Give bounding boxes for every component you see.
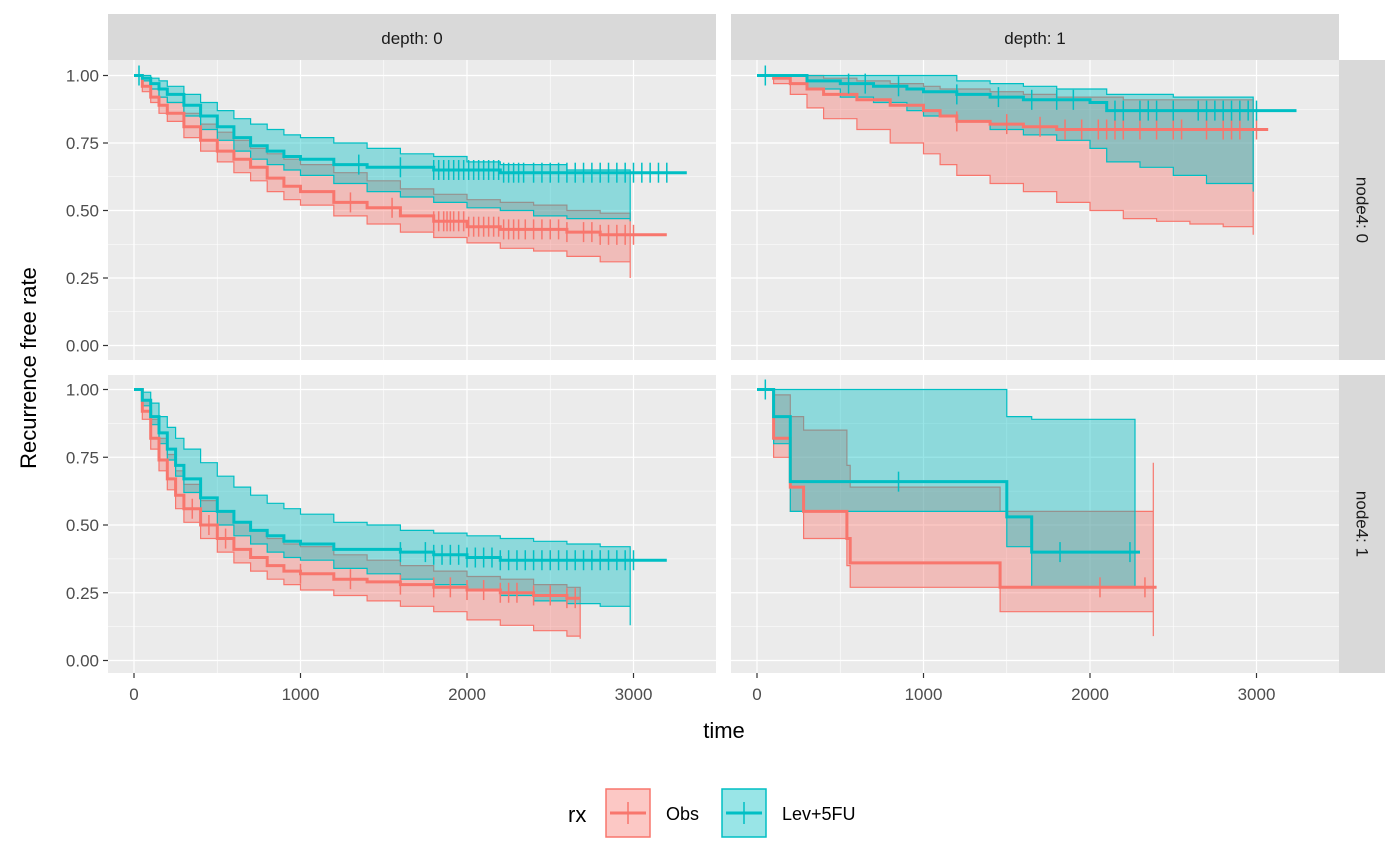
y-tick-label: 0.00 xyxy=(66,652,99,671)
facet-strips: depth: 0 depth: 1 node4: 0 node4: 1 xyxy=(108,14,1385,673)
ribbon-lev5fu xyxy=(134,388,631,626)
strip-label-col-1: depth: 1 xyxy=(1004,29,1065,48)
y-tick-label: 0.25 xyxy=(66,584,99,603)
strip-label-row-0: node4: 0 xyxy=(1353,177,1372,243)
ribbon-lev5fu xyxy=(757,74,1254,192)
x-tick-label: 2000 xyxy=(448,685,486,704)
strip-label-row-1: node4: 1 xyxy=(1353,491,1372,557)
panel-r0-c1 xyxy=(731,60,1339,360)
strip-row-0 xyxy=(1339,60,1385,360)
x-axis-title: time xyxy=(703,718,745,743)
survival-line-obs xyxy=(134,74,667,237)
x-tick-label: 3000 xyxy=(1238,685,1276,704)
survival-line-lev5fu xyxy=(757,388,1140,554)
y-tick-label: 0.50 xyxy=(66,202,99,221)
x-tick-label: 3000 xyxy=(615,685,653,704)
ribbon-obs xyxy=(757,74,1254,235)
x-tick-label: 1000 xyxy=(282,685,320,704)
y-tick-label: 0.00 xyxy=(66,337,99,356)
survival-line-obs xyxy=(757,74,1269,131)
y-tick-label: 0.75 xyxy=(66,134,99,153)
y-tick-label: 0.25 xyxy=(66,269,99,288)
legend-label-lev5fu: Lev+5FU xyxy=(782,804,856,824)
strip-col-0 xyxy=(108,14,716,60)
y-tick-label: 0.50 xyxy=(66,516,99,535)
ribbon-obs xyxy=(134,74,631,278)
x-tick-label: 0 xyxy=(752,685,761,704)
panel-background xyxy=(731,375,1339,673)
x-tick-label: 1000 xyxy=(905,685,943,704)
x-tick-label: 2000 xyxy=(1071,685,1109,704)
panel-r1-c0 xyxy=(108,375,716,673)
legend-title: rx xyxy=(568,802,586,827)
panel-r0-c0 xyxy=(108,60,716,360)
y-axis-title: Recurrence free rate xyxy=(16,267,41,469)
x-tick-label: 0 xyxy=(129,685,138,704)
legend: rx Obs Lev+5FU xyxy=(568,788,856,838)
ribbon-obs xyxy=(134,388,581,639)
y-tick-label: 0.75 xyxy=(66,448,99,467)
y-tick-label: 1.00 xyxy=(66,381,99,400)
panel-r1-c1 xyxy=(731,375,1339,673)
y-tick-label: 1.00 xyxy=(66,67,99,86)
axis-ticks: 0 1000 2000 3000 0 1000 2000 3000 0.00 0.25 0.50 0.… xyxy=(66,67,1276,705)
legend-key-obs xyxy=(605,788,651,838)
legend-label-obs: Obs xyxy=(666,804,699,824)
survival-line-obs xyxy=(757,388,1157,589)
legend-key-lev5fu xyxy=(721,788,767,838)
facet-panels xyxy=(108,60,1339,673)
strip-row-1 xyxy=(1339,375,1385,673)
strip-label-col-0: depth: 0 xyxy=(381,29,442,48)
strip-col-1 xyxy=(731,14,1339,60)
